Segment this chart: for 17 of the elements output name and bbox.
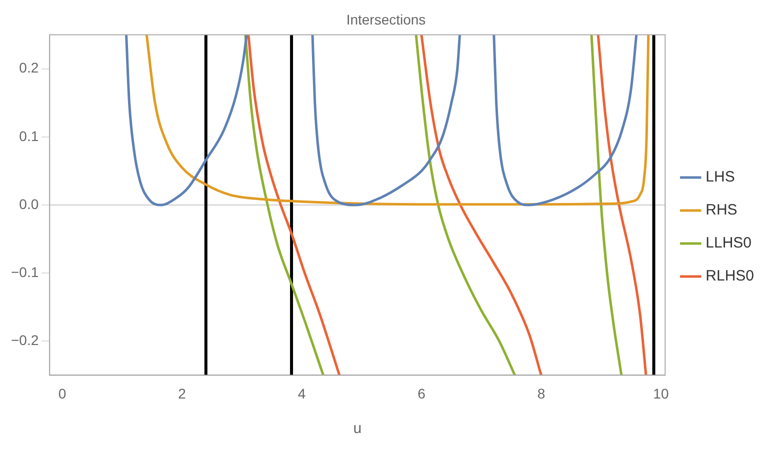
y-tick-label: 0.0 xyxy=(19,196,39,212)
y-tick-label: −0.1 xyxy=(10,264,39,280)
y-tick-label: 0.1 xyxy=(19,128,39,144)
x-axis-title: u xyxy=(353,420,362,438)
x-tick-label: 4 xyxy=(298,385,306,402)
y-tick-label: −0.2 xyxy=(10,332,39,348)
chart-title: Intersections xyxy=(346,11,426,28)
legend-label: RLHS0 xyxy=(706,268,754,285)
y-tick-label: 0.2 xyxy=(19,60,39,76)
x-tick-label: 6 xyxy=(418,385,426,402)
x-tick-label: 0 xyxy=(58,385,66,402)
x-tick-label: 8 xyxy=(537,385,546,402)
x-tick-label: 10 xyxy=(653,385,669,402)
x-tick-label: 2 xyxy=(178,385,186,402)
legend-label: LLHS0 xyxy=(706,234,752,252)
legend-label: LHS xyxy=(706,168,735,186)
legend-label: RHS xyxy=(706,202,738,219)
